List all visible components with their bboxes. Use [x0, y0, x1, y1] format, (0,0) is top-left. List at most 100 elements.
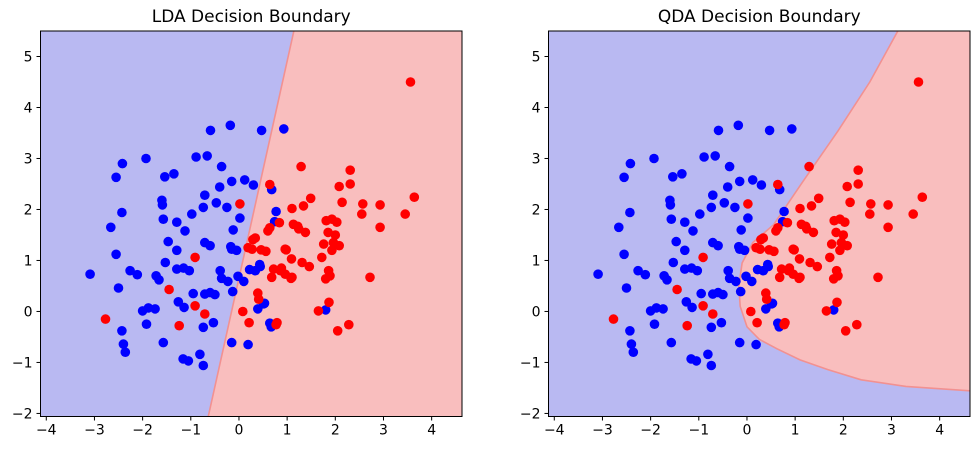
scatter-point — [199, 203, 209, 213]
scatter-point — [188, 289, 198, 299]
scatter-point — [865, 209, 875, 219]
scatter-point — [305, 262, 315, 272]
scatter-point — [357, 209, 367, 219]
scatter-point — [841, 326, 851, 336]
scatter-point — [866, 199, 876, 209]
scatter-point — [695, 209, 705, 219]
scatter-point — [682, 321, 692, 331]
scatter-point — [163, 237, 173, 247]
scatter-point — [692, 356, 702, 366]
scatter-point — [286, 274, 296, 284]
y-tick-label: 3 — [24, 151, 33, 167]
x-tick-label: −3 — [592, 423, 613, 439]
scatter-point — [256, 245, 266, 255]
scatter-point — [249, 180, 259, 190]
scatter-point — [734, 121, 744, 131]
scatter-point — [698, 301, 708, 311]
scatter-point — [248, 235, 258, 245]
scatter-point — [158, 200, 168, 210]
scatter-point — [762, 294, 772, 304]
scatter-point — [114, 283, 124, 293]
scatter-point — [757, 180, 767, 190]
scatter-point — [707, 361, 717, 371]
scatter-point — [708, 190, 718, 200]
x-tick-label: −1 — [180, 423, 201, 439]
scatter-point — [271, 207, 281, 217]
scatter-point — [873, 273, 883, 283]
scatter-point — [725, 162, 735, 172]
scatter-point — [106, 223, 116, 233]
scatter-point — [345, 165, 355, 175]
scatter-point — [853, 165, 863, 175]
x-tick-label: −4 — [544, 423, 565, 439]
scatter-point — [852, 320, 862, 330]
scatter-point — [779, 207, 789, 217]
scatter-point — [649, 154, 659, 164]
scatter-point — [133, 270, 143, 280]
scatter-point — [212, 198, 222, 208]
scatter-point — [680, 217, 690, 227]
scatter-point — [184, 356, 194, 366]
scatter-point — [254, 294, 264, 304]
scatter-point — [179, 303, 189, 313]
x-tick-label: 4 — [935, 423, 944, 439]
scatter-point — [794, 274, 804, 284]
scatter-point — [593, 269, 603, 279]
scatter-point — [209, 318, 219, 328]
scatter-point — [609, 314, 619, 324]
scatter-point — [235, 199, 245, 209]
x-tick-label: 1 — [791, 423, 800, 439]
scatter-point — [245, 265, 255, 275]
scatter-point — [265, 223, 275, 233]
scatter-point — [217, 162, 227, 172]
scatter-point — [713, 241, 723, 251]
scatter-point — [375, 223, 385, 233]
scatter-point — [747, 277, 757, 287]
scatter-point — [141, 154, 151, 164]
scatter-point — [314, 306, 324, 316]
scatter-point — [271, 320, 281, 330]
scatter-point — [693, 266, 703, 276]
scatter-point — [714, 126, 724, 136]
scatter-point — [117, 326, 127, 336]
plot-title: QDA Decision Boundary — [658, 7, 861, 27]
y-tick-label: 1 — [24, 253, 33, 269]
scatter-point — [334, 182, 344, 192]
y-tick-label: 4 — [532, 100, 541, 116]
y-tick-label: 0 — [532, 304, 541, 320]
scatter-point — [735, 177, 745, 187]
scatter-point — [118, 159, 128, 169]
scatter-point — [845, 198, 855, 208]
y-tick-label: 0 — [24, 304, 33, 320]
scatter-point — [669, 258, 679, 268]
scatter-point — [255, 260, 265, 270]
y-tick-label: −2 — [520, 406, 541, 422]
scatter-point — [199, 361, 209, 371]
scatter-point — [172, 217, 182, 227]
scatter-point — [206, 126, 216, 136]
scatter-point — [809, 228, 819, 238]
scatter-point — [807, 201, 817, 211]
scatter-point — [677, 169, 687, 179]
scatter-point — [222, 203, 232, 213]
scatter-point — [703, 350, 713, 360]
scatter-point — [144, 303, 154, 313]
scatter-point — [190, 301, 200, 311]
scatter-point — [101, 314, 111, 324]
x-tick-label: −1 — [688, 423, 709, 439]
scatter-point — [164, 285, 174, 295]
scatter-point — [325, 271, 335, 281]
scatter-point — [327, 246, 337, 256]
scatter-point — [239, 277, 249, 287]
scatter-point — [227, 338, 237, 348]
scatter-point — [306, 194, 316, 204]
scatter-point — [172, 246, 182, 256]
scatter-point — [332, 217, 342, 227]
scatter-point — [668, 172, 678, 182]
scatter-point — [908, 209, 918, 219]
scatter-point — [787, 124, 797, 134]
scatter-point — [275, 218, 285, 228]
scatter-point — [200, 309, 210, 319]
scatter-point — [763, 260, 773, 270]
